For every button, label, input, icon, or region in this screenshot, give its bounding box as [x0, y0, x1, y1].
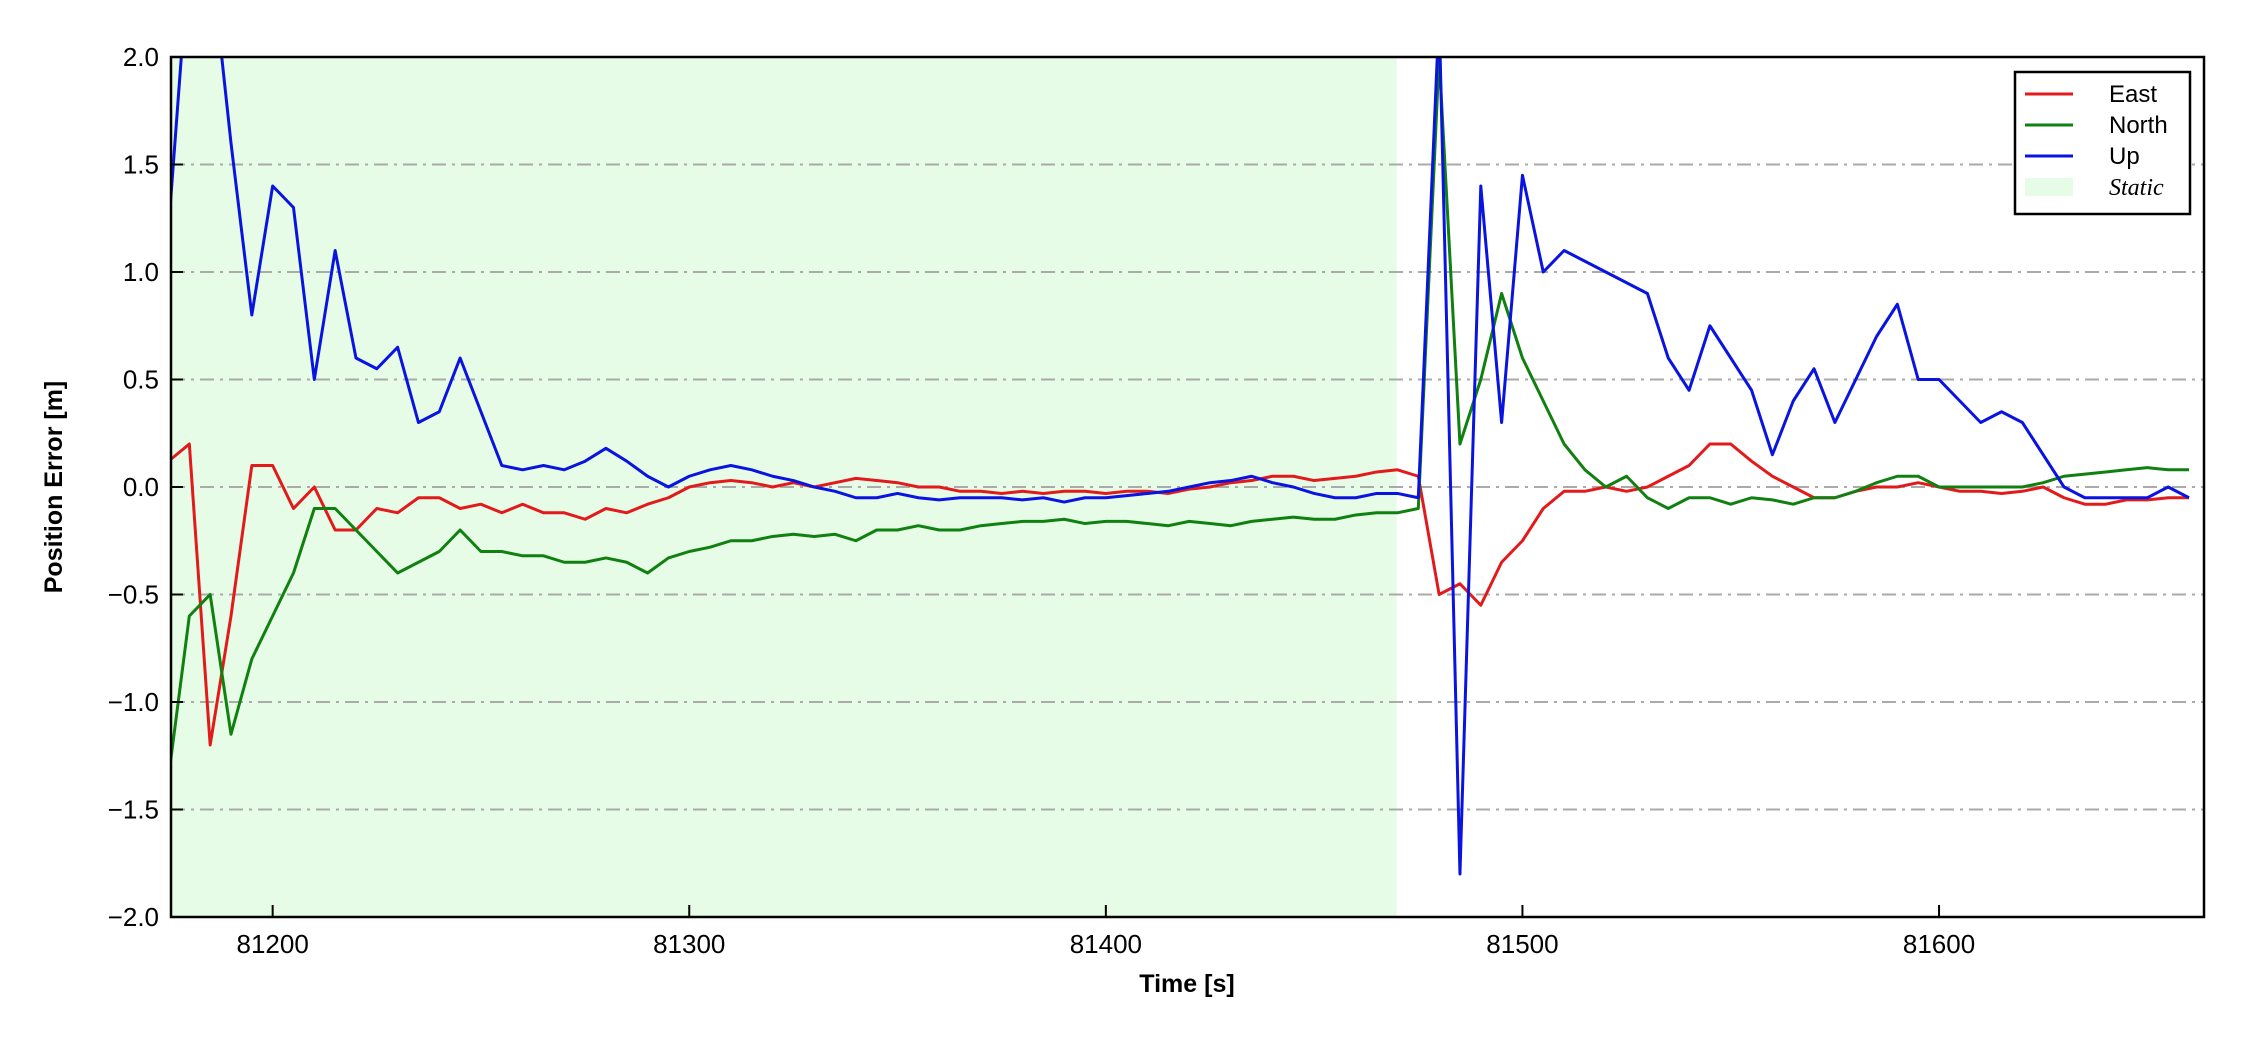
legend-swatch: [2025, 178, 2073, 196]
y-tick-label: −1.5: [108, 795, 159, 825]
x-axis-label: Time [s]: [1139, 970, 1234, 998]
series-line: [171, 57, 2190, 876]
y-tick-label: 1.0: [123, 257, 159, 287]
y-tick-label: 2.0: [123, 42, 159, 72]
y-axis-label: Position Error [m]: [40, 381, 68, 594]
legend-label: North: [2109, 112, 2168, 139]
y-tick-label: 0.5: [123, 365, 159, 395]
x-tick-label: 81500: [1486, 929, 1558, 959]
series-line: [171, 57, 2189, 770]
line-layer: [171, 57, 2190, 876]
x-tick-label: 81600: [1903, 929, 1975, 959]
y-tick-label: −1.0: [108, 687, 159, 717]
tick-layer: −2.0 −1.5 −1.0 −0.5 0.0 0.5 1.0 1.5 2.0 81200 8130…: [108, 42, 1976, 959]
x-tick-label: 81400: [1070, 929, 1142, 959]
y-tick-label: 0.0: [123, 472, 159, 502]
y-tick-label: −0.5: [108, 580, 159, 610]
legend-label: Static: [2109, 175, 2164, 201]
legend-label: Up: [2109, 143, 2140, 170]
y-tick-label: 1.5: [123, 150, 159, 180]
legend: East North Up Static: [2013, 70, 2192, 216]
x-tick-label: 81200: [236, 929, 308, 959]
x-tick-label: 81300: [653, 929, 725, 959]
y-tick-label: −2.0: [108, 902, 159, 932]
legend-label: East: [2109, 81, 2157, 108]
